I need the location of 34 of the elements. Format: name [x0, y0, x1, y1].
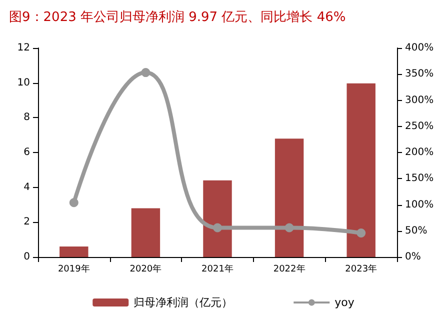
point [356, 228, 366, 238]
x-tick-label: 2021年 [202, 264, 234, 274]
point [141, 68, 150, 78]
x-tick-label: 2022年 [273, 264, 306, 274]
y2-tick-label: 400% [405, 42, 434, 54]
y-tick-label: 0 [24, 252, 30, 262]
y-tick-label: 4 [24, 182, 30, 193]
y-tick-label: 6 [24, 147, 30, 158]
y2-tick-label: 150% [405, 173, 434, 184]
bar [60, 246, 88, 257]
y2-tick-label: 350% [405, 68, 434, 80]
bar [346, 83, 376, 257]
y2-tick-label: 50% [405, 225, 428, 236]
y-tick-label: 2 [24, 216, 30, 228]
y2-tick-label: 0% [405, 252, 421, 262]
point [284, 223, 294, 232]
legend-label: 归母净利润（亿元） [134, 296, 233, 309]
point [69, 198, 78, 208]
chart-title: 图9：2023 年公司归母净利润 9.97 亿元、同比增长 46% [9, 10, 346, 25]
legend-label: yoy [334, 296, 355, 309]
point [213, 223, 222, 232]
bar [203, 180, 232, 257]
y2-tick-label: 100% [405, 199, 434, 210]
bar [131, 208, 160, 257]
x-tick-label: 2023年 [345, 264, 378, 274]
bar [274, 138, 304, 257]
y-tick-label: 10 [17, 77, 30, 88]
y2-tick-label: 250% [405, 120, 434, 132]
x-tick-label: 2020年 [130, 264, 162, 274]
x-tick-label: 2019年 [58, 264, 90, 274]
y2-tick-label: 300% [405, 94, 434, 106]
y-tick-label: 8 [24, 112, 30, 124]
y2-tick-label: 200% [405, 147, 434, 158]
y-tick-label: 12 [17, 42, 30, 54]
